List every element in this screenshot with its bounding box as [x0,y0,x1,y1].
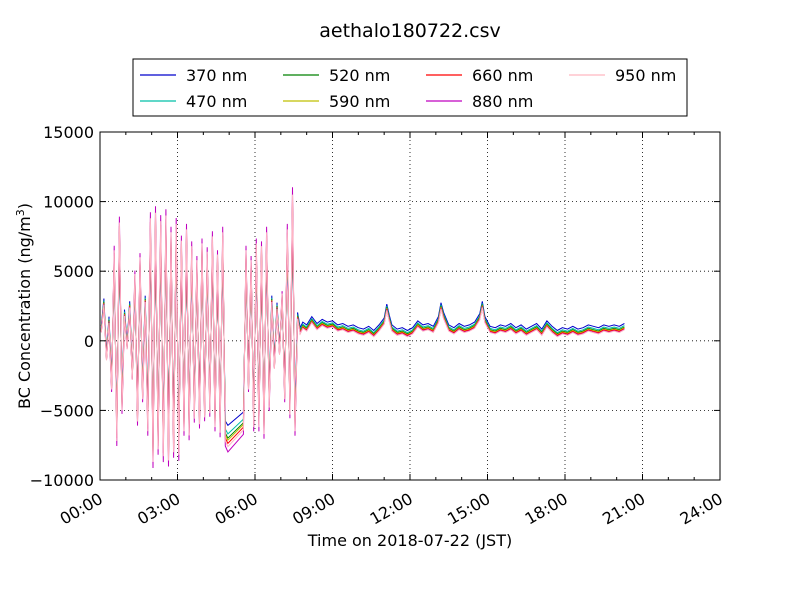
series-line-950-nm [100,194,625,462]
legend-label: 950 nm [615,66,676,85]
y-tick-label: 5000 [53,262,94,281]
y-axis-label-main: BC Concentration (ng/m [15,216,34,409]
y-tick-label: −5000 [40,401,94,420]
legend-label: 370 nm [186,66,247,85]
x-axis-label: Time on 2018-07-22 (JST) [307,531,512,550]
y-tick-label: −10000 [30,471,94,490]
legend-label: 590 nm [329,92,390,111]
legend-label: 660 nm [472,66,533,85]
series-group [100,187,625,469]
legend-label: 880 nm [472,92,533,111]
y-tick-label: 10000 [43,193,94,212]
y-tick-label: 0 [84,332,94,351]
legend-label: 470 nm [186,92,247,111]
y-axis-label-tail: ) [15,203,34,209]
legend: 370 nm 470 nm 520 nm 590 nm 660 nm 880 nm 950 … [132,58,688,117]
chart-title: aethalo180722.csv [319,20,501,42]
legend-label: 520 nm [329,66,390,85]
legend-box [132,58,688,117]
y-axis-label: BC Concentration (ng/m3) [14,203,34,409]
y-tick-label: 15000 [43,123,94,142]
y-axis-label-superscript: 3 [14,209,27,216]
